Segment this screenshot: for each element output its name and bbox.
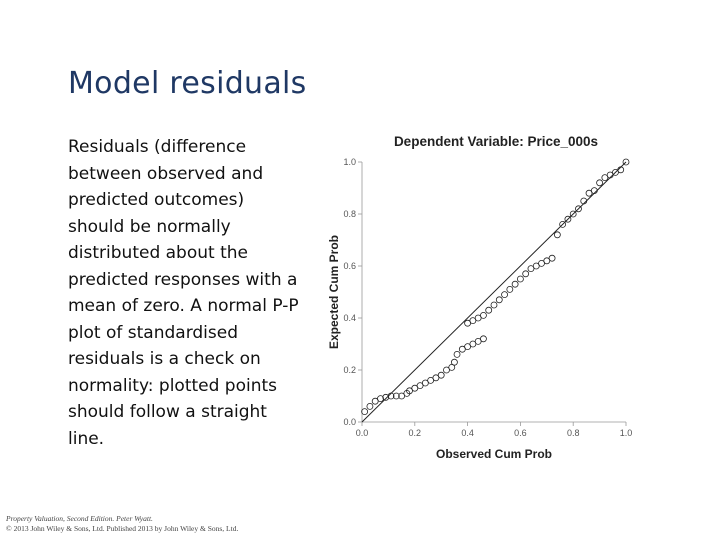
data-point (532, 262, 540, 270)
data-point (469, 317, 477, 325)
data-point (443, 366, 450, 374)
x-tick-label: 0.2 (409, 428, 422, 438)
data-point (522, 270, 530, 278)
data-point (411, 384, 419, 392)
x-axis-ticks: 0.0 0.2 0.4 0.6 0.8 1.0 (356, 422, 633, 438)
x-tick-label: 0.8 (567, 428, 580, 438)
data-point (453, 350, 461, 358)
data-point (480, 335, 487, 343)
data-point (580, 197, 588, 205)
data-point (474, 337, 482, 345)
data-point (585, 189, 593, 197)
y-tick-label: 1.0 (343, 157, 356, 167)
pp-plot-chart: Dependent Variable: Price_000s 0.0 0.2 0.4… (327, 134, 633, 461)
data-point (543, 257, 551, 265)
data-point (432, 374, 440, 382)
data-point (371, 397, 379, 405)
data-point (398, 392, 405, 400)
data-point (516, 275, 524, 283)
data-point (361, 408, 369, 416)
data-point (548, 254, 556, 262)
data-point (480, 311, 487, 319)
x-tick-label: 0.0 (356, 428, 369, 438)
y-axis-ticks: 0.0 0.2 0.4 0.6 0.8 1.0 (343, 157, 362, 427)
data-point (392, 392, 400, 400)
data-point (501, 291, 508, 299)
x-tick-label: 0.6 (514, 428, 527, 438)
y-axis-label: Expected Cum Prob (327, 235, 341, 349)
footer-copyright: © 2013 John Wiley & Sons, Ltd. Published… (6, 524, 239, 533)
data-point (427, 376, 435, 384)
data-point (606, 171, 614, 179)
footer-book-title: Property Valuation, Second Edition. Pete… (6, 514, 153, 523)
data-point (377, 395, 384, 403)
chart-title-group: Dependent Variable: Price_000s (394, 134, 598, 149)
y-tick-label: 0.4 (343, 313, 356, 323)
data-point (474, 314, 482, 322)
footer: Property Valuation, Second Edition. Pete… (6, 514, 238, 534)
x-tick-label: 0.4 (461, 428, 474, 438)
data-point (464, 319, 472, 327)
data-point (485, 306, 493, 314)
data-point (437, 371, 445, 379)
data-point (538, 259, 545, 267)
data-point (366, 402, 374, 410)
body-text: Residuals (difference between observed a… (68, 137, 299, 449)
data-point (421, 379, 429, 387)
y-tick-label: 0.0 (343, 417, 356, 427)
data-point (490, 301, 498, 309)
data-point (506, 285, 514, 293)
data-point (559, 221, 567, 228)
data-point (469, 340, 477, 348)
data-point (553, 231, 561, 239)
reference-line (361, 161, 627, 423)
data-point (450, 358, 458, 366)
data-point (612, 169, 619, 176)
y-tick-label: 0.2 (343, 365, 356, 375)
data-point (564, 215, 572, 223)
data-point (617, 166, 625, 174)
data-point (382, 393, 390, 401)
data-points (361, 158, 630, 416)
data-point (448, 363, 456, 371)
data-point (387, 392, 395, 400)
data-point (406, 387, 413, 395)
x-tick-label: 1.0 (620, 428, 633, 438)
data-point (569, 210, 577, 218)
y-tick-label: 0.6 (343, 261, 356, 271)
data-point (458, 345, 466, 353)
data-point (527, 265, 535, 273)
data-point (622, 158, 630, 166)
data-point (596, 179, 604, 187)
data-point (575, 205, 582, 213)
data-point (590, 187, 598, 194)
data-point (464, 343, 472, 351)
y-tick-label: 0.8 (343, 209, 356, 219)
data-point (495, 296, 503, 304)
data-point (416, 382, 424, 390)
data-point (511, 280, 519, 288)
data-point (601, 174, 609, 181)
x-axis-label: Observed Cum Prob (436, 447, 552, 461)
chart-title: Dependent Variable: Price_000s (394, 134, 598, 149)
slide-title: Model residuals (68, 66, 307, 101)
